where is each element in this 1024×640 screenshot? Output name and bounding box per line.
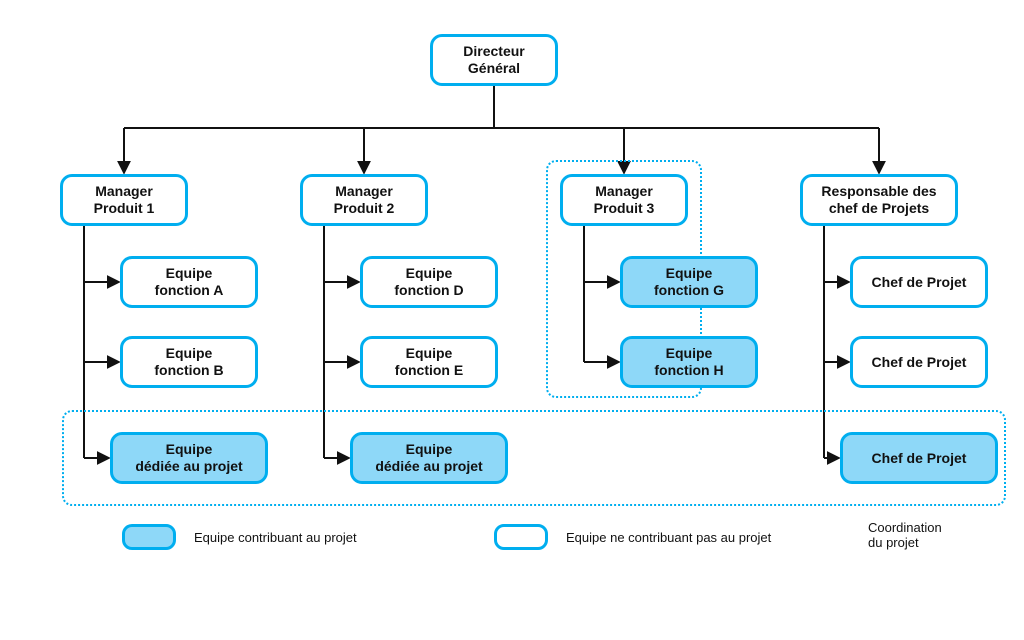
node-mp3: Manager Produit 3 <box>560 174 688 226</box>
node-cp1: Chef de Projet <box>850 256 988 308</box>
node-eD: Equipe fonction D <box>360 256 498 308</box>
node-cp2: Chef de Projet <box>850 336 988 388</box>
node-eH: Equipe fonction H <box>620 336 758 388</box>
node-mp2: Manager Produit 2 <box>300 174 428 226</box>
org-chart-canvas: Directeur Général Manager Produit 1 Manage… <box>0 0 1024 640</box>
legend-caption: Coordination du projet <box>868 520 942 550</box>
node-eB: Equipe fonction B <box>120 336 258 388</box>
node-dg: Directeur Général <box>430 34 558 86</box>
legend-label-0: Equipe contribuant au projet <box>194 530 357 545</box>
node-mp1: Manager Produit 1 <box>60 174 188 226</box>
legend-swatch-1 <box>494 524 548 550</box>
node-cp3: Chef de Projet <box>840 432 998 484</box>
node-eP1: Equipe dédiée au projet <box>110 432 268 484</box>
node-rc: Responsable des chef de Projets <box>800 174 958 226</box>
node-eG: Equipe fonction G <box>620 256 758 308</box>
legend-label-1: Equipe ne contribuant pas au projet <box>566 530 771 545</box>
node-eE: Equipe fonction E <box>360 336 498 388</box>
node-eA: Equipe fonction A <box>120 256 258 308</box>
legend-swatch-0 <box>122 524 176 550</box>
node-eP2: Equipe dédiée au projet <box>350 432 508 484</box>
